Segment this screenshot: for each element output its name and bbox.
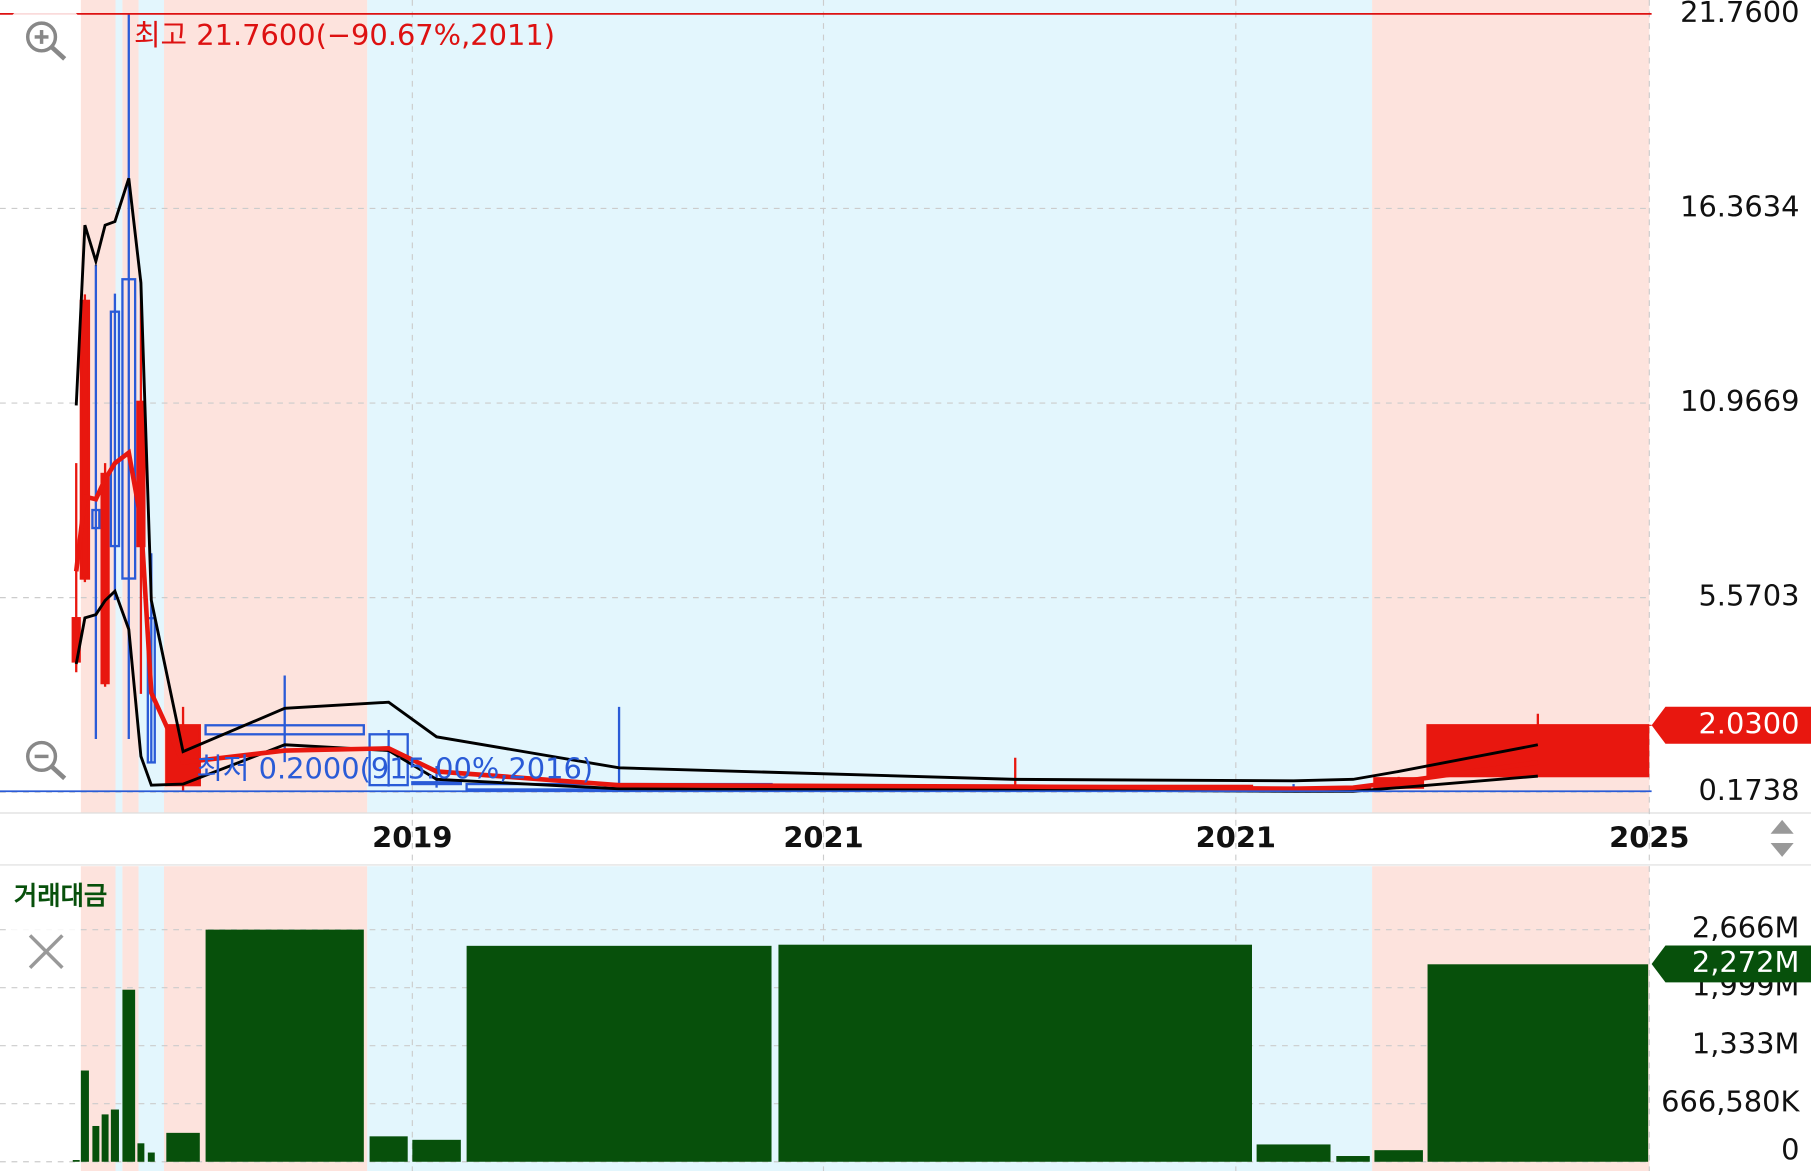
x-tick-label: 2025 [1609, 821, 1689, 855]
moving-average [74, 177, 1539, 783]
period-shade [115, 866, 123, 1171]
volume-bar [110, 1109, 119, 1162]
high-annotation: 최고 21.7600(−90.67%,2011) [134, 18, 555, 52]
close-volume-button[interactable] [11, 923, 79, 980]
candle-body [79, 299, 91, 580]
candle-body [411, 781, 462, 786]
candle-body [100, 472, 110, 685]
candle-body [91, 508, 101, 530]
labels: 21.7600 16.3634 10.9669 5.5703 0.1738 0 666,58… [14, 0, 1811, 1166]
period-shade [367, 0, 1373, 814]
y-tick-label: 10.9669 [1680, 384, 1799, 418]
volume-tick-label: 1,333M [1692, 1027, 1800, 1061]
volume-bar [1336, 1156, 1370, 1162]
price-tag-label: 2.0300 [1698, 706, 1799, 740]
volume-bar [1374, 1150, 1423, 1162]
price-tag [1651, 706, 1811, 744]
period-shade [1372, 0, 1650, 814]
moving-average [73, 448, 1539, 792]
volume-bar [166, 1132, 200, 1162]
volume-bar [369, 1136, 408, 1162]
volume-bar [92, 1125, 100, 1162]
x-axis-bar [0, 813, 1811, 867]
candle-body [121, 278, 137, 580]
volume-tick-label: 666,580K [1661, 1085, 1800, 1119]
volume-bar [122, 989, 136, 1162]
volume-bar [1256, 1144, 1331, 1162]
y-tick-label: 5.5703 [1698, 579, 1799, 613]
volume-tick-label: 2,666M [1692, 911, 1800, 945]
volume-tag-label: 2,272M [1692, 945, 1800, 979]
y-tick-label: 16.3634 [1680, 189, 1799, 223]
low-annotation: 최저 0.2000(915.00%,2016) [196, 751, 593, 785]
volume-bar [147, 1152, 155, 1162]
zoom-in-button[interactable] [11, 11, 79, 70]
volume-title: 거래대금 [14, 880, 107, 910]
volume-bar [205, 929, 364, 1162]
volume-tag [1651, 945, 1811, 983]
volume-tick-label: 0 [1781, 1132, 1799, 1166]
candle-body [109, 310, 121, 548]
volume-bar [778, 944, 1252, 1162]
marks [0, 12, 1652, 1162]
candle-body [1426, 724, 1650, 778]
volume-bar [101, 1114, 109, 1162]
volume-bar [137, 1143, 145, 1162]
volume-bar [412, 1139, 461, 1162]
volume-bar [466, 945, 772, 1162]
period-shade [138, 866, 165, 1171]
period-shade [122, 0, 139, 814]
y-tick-label: 21.7600 [1680, 0, 1799, 29]
volume-bar [72, 1160, 80, 1162]
candle-body [146, 617, 156, 764]
volume-bar [80, 1070, 89, 1162]
y-tick-label: 0.1738 [1698, 773, 1799, 807]
scroll-arrows[interactable] [1770, 819, 1794, 857]
x-tick-label: 2019 [372, 821, 452, 855]
x-tick-label: 2021 [783, 821, 863, 855]
candle-body [204, 724, 365, 736]
volume-bar [1427, 964, 1649, 1162]
x-tick-label: 2021 [1196, 821, 1276, 855]
zoom-out-button[interactable] [11, 729, 79, 788]
period-shade [164, 0, 368, 814]
